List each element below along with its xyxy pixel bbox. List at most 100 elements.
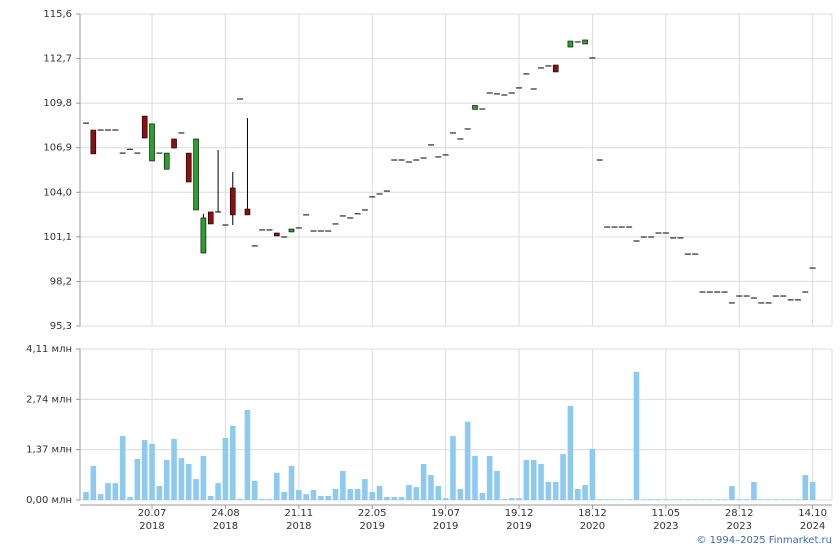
volume-bar [281,491,287,500]
candle-body [736,295,743,297]
candle-body [185,152,192,183]
y-tick-label: 95,3 [50,321,72,332]
volume-bar [127,497,133,500]
candle-body [435,156,442,158]
candle-body [229,187,236,216]
candle-body [457,138,464,140]
y-tick-label: 109,8 [43,98,72,109]
volume-bar [604,499,610,500]
volume-bar [560,454,566,500]
volume-bar [229,425,236,500]
volume-bar [780,499,787,500]
candle-body [207,211,214,225]
volume-bar [648,499,654,500]
candle-body [780,295,787,297]
volume-bar [97,494,104,500]
volume-bar [163,459,170,500]
volume-bar [413,487,420,500]
volume-bar [699,499,706,500]
volume-bar [398,497,405,500]
candle-body [112,129,119,131]
volume-bar [237,498,243,500]
volume-bar [508,498,515,500]
candle-body [633,240,640,242]
x-tick-label: 21.11 2018 [284,508,314,532]
volume-bar [589,448,596,500]
candle-body [317,230,324,232]
x-tick-label: 18.12 2020 [578,508,607,532]
candle-body [339,215,346,217]
candle-body [405,161,412,163]
candle-body [237,98,244,100]
volume-bar [457,488,464,500]
candle-body [97,129,104,131]
y-tick-label: 2,74 млн [26,394,72,405]
candle-body [743,295,750,297]
volume-bar [369,491,376,500]
volume-bar [633,371,640,500]
volume-bar [310,490,317,500]
candle-body [574,41,581,43]
candle-body [648,236,655,238]
x-tick-label: 11.05 2023 [651,508,681,532]
y-tick-label: 112,7 [43,54,72,65]
volume-bar [802,475,809,500]
candle-body [640,236,647,238]
volume-bar [743,499,750,500]
volume-bar [516,498,522,500]
volume-bar [185,463,192,500]
candle-body [486,92,493,94]
candle-body [802,291,809,293]
volume-bar [215,483,221,500]
volume-bar [83,491,89,500]
volume-bar [464,421,471,500]
volume-bar [288,465,295,500]
volume-bar [259,498,265,500]
volume-bar [391,497,398,500]
x-tick-label: 22.05 2019 [357,508,387,532]
candle-body [420,157,427,159]
volume-bar [332,488,339,500]
volume-bar [809,481,816,500]
candle-body [545,65,552,67]
volume-bar [567,405,574,500]
candle-body [119,152,126,154]
candle-body [662,232,669,234]
candle-body [787,299,794,301]
volume-bar [574,488,581,500]
volume-bar [692,499,698,500]
volume-bar [787,499,794,500]
x-tick-label: 14.10 2024 [798,508,827,532]
volume-bar [435,486,442,500]
candle-body [728,302,735,304]
volume-bar [596,499,603,500]
volume-bar [707,499,713,500]
candle-body [604,226,611,228]
volume-bar [751,481,757,500]
candle-body [596,159,603,161]
volume-bar [420,463,427,500]
volume-bar [428,475,434,500]
candle-body [611,226,618,228]
candle-body [369,196,376,198]
x-tick-label: 24.08 2018 [211,508,240,532]
candle-body [589,57,596,59]
y-tick-label: 106,9 [43,143,72,154]
y-tick-label: 1,37 млн [26,445,72,456]
volume-bar [119,436,126,500]
candle-body [295,227,302,229]
volume-bar [347,488,354,500]
candle-body [325,230,332,232]
volume-bar [670,499,676,500]
volume-bar [384,497,390,500]
volume-bar [222,437,229,500]
volume-bar [141,440,148,500]
volume-bar [663,499,669,500]
volume-bar [501,498,508,500]
candle-body [523,73,530,75]
volume-bar [758,499,765,500]
candle-body [347,217,354,219]
y-tick-label: 101,1 [43,232,72,243]
volume-bar [90,465,97,500]
